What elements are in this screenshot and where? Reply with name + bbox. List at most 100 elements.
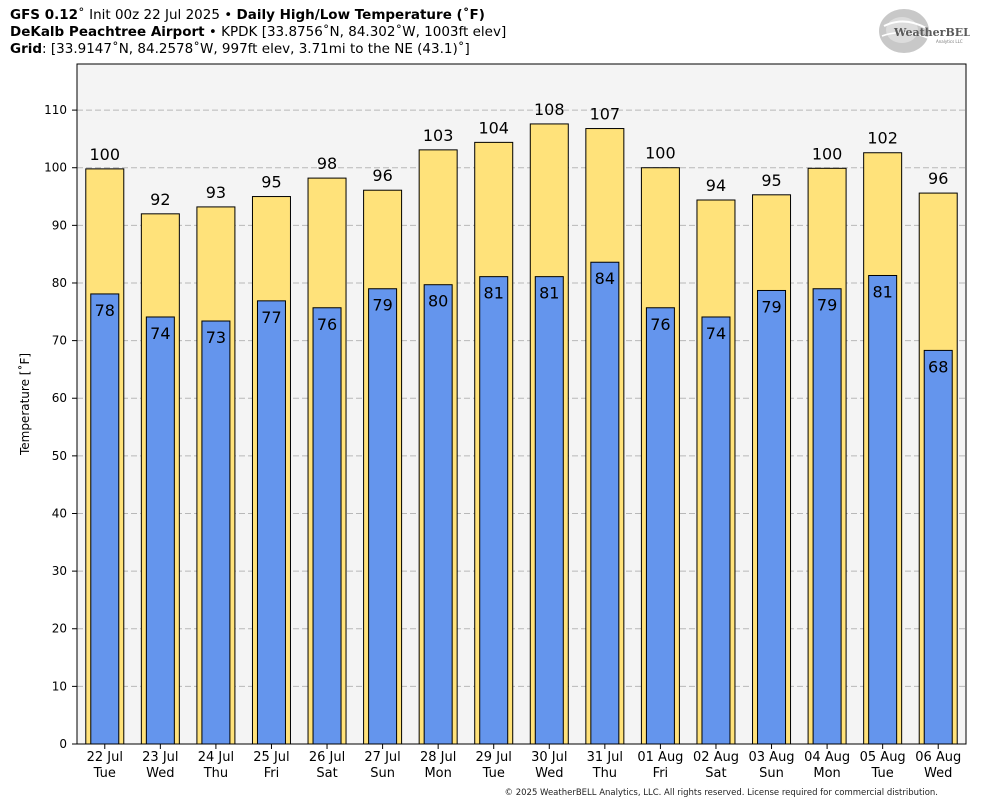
x-tick-day: Fri (653, 766, 669, 781)
header-line-2: DeKalb Peachtree Airport • KPDK [33.8756… (10, 23, 506, 41)
x-tick-date: 25 Jul (253, 750, 289, 765)
x-tick-day: Tue (871, 766, 894, 781)
grid-label: Grid (10, 41, 43, 57)
y-tick-label: 70 (52, 334, 67, 348)
x-tick-day: Sun (370, 766, 395, 781)
low-bar (923, 349, 953, 745)
x-tick-date: 05 Aug (860, 750, 906, 765)
grid-info: : [33.9147˚N, 84.2578˚W, 997ft elev, 3.7… (42, 41, 470, 57)
low-bar (201, 320, 231, 745)
high-value-label: 108 (534, 100, 565, 119)
header-line-3: Grid: [33.9147˚N, 84.2578˚W, 997ft elev,… (10, 40, 470, 58)
low-value-label: 79 (761, 297, 781, 316)
x-tick-date: 29 Jul (476, 750, 512, 765)
x-tick-date: 30 Jul (531, 750, 567, 765)
low-bar (368, 288, 398, 745)
x-tick-day: Tue (93, 766, 116, 781)
high-value-label: 100 (90, 145, 121, 164)
low-value-label: 80 (428, 292, 448, 311)
low-value-label: 76 (317, 315, 337, 334)
bullet-separator: • (208, 24, 217, 40)
y-tick-label: 20 (52, 622, 67, 636)
high-value-label: 104 (478, 118, 509, 137)
init-time: Init 00z 22 Jul 2025 (89, 7, 220, 23)
x-tick-day: Wed (535, 766, 563, 781)
x-tick-day: Thu (203, 766, 228, 781)
x-tick-date: 27 Jul (364, 750, 400, 765)
y-tick-label: 110 (44, 103, 67, 117)
low-bar (256, 300, 286, 745)
high-value-label: 96 (372, 166, 392, 185)
y-tick-label: 60 (52, 391, 67, 405)
x-tick-day: Sat (705, 766, 726, 781)
x-tick-day: Tue (482, 766, 505, 781)
high-value-label: 95 (261, 173, 281, 192)
plot-frame (76, 63, 967, 745)
low-bar (645, 307, 675, 745)
high-value-label: 96 (928, 169, 948, 188)
low-bar (757, 289, 787, 745)
degree-mark: ˚ (78, 7, 85, 23)
high-value-label: 94 (706, 176, 726, 195)
x-tick-day: Wed (924, 766, 952, 781)
x-tick-day: Wed (146, 766, 174, 781)
x-tick-date: 02 Aug (693, 750, 739, 765)
x-tick-date: 24 Jul (198, 750, 234, 765)
low-value-label: 84 (595, 269, 615, 288)
x-tick-date: 28 Jul (420, 750, 456, 765)
y-tick-label: 0 (59, 737, 67, 751)
low-value-label: 79 (817, 296, 837, 315)
high-value-label: 93 (206, 183, 226, 202)
copyright-footer: © 2025 WeatherBELL Analytics, LLC. All r… (504, 788, 938, 798)
low-bar (868, 274, 898, 745)
x-tick-date: 26 Jul (309, 750, 345, 765)
high-value-label: 100 (645, 144, 676, 163)
y-tick-label: 80 (52, 276, 67, 290)
low-value-label: 81 (484, 284, 504, 303)
x-tick-date: 04 Aug (804, 750, 850, 765)
low-bar (812, 288, 842, 745)
station-name: DeKalb Peachtree Airport (10, 24, 205, 40)
low-value-label: 74 (706, 324, 726, 343)
x-tick-date: 23 Jul (142, 750, 178, 765)
x-tick-date: 01 Aug (637, 750, 683, 765)
product-title: Daily High/Low Temperature (˚F) (236, 7, 485, 23)
low-value-label: 74 (150, 324, 170, 343)
low-bar (701, 316, 731, 745)
x-tick-day: Sun (759, 766, 784, 781)
low-value-label: 81 (872, 282, 892, 301)
svg-text:Analytics LLC: Analytics LLC (936, 39, 963, 44)
y-tick-label: 90 (52, 218, 67, 232)
x-tick-day: Fri (264, 766, 280, 781)
station-info: KPDK [33.8756˚N, 84.302˚W, 1003ft elev] (221, 24, 507, 40)
y-tick-label: 50 (52, 449, 67, 463)
low-value-label: 81 (539, 284, 559, 303)
x-tick-date: 22 Jul (87, 750, 123, 765)
y-tick-label: 40 (52, 506, 67, 520)
low-value-label: 79 (372, 296, 392, 315)
x-tick-date: 31 Jul (587, 750, 623, 765)
header-line-1: GFS 0.12˚ Init 00z 22 Jul 2025 • Daily H… (10, 6, 485, 24)
x-tick-day: Mon (813, 766, 840, 781)
weatherbell-logo: WeatherBELL Analytics LLC (879, 9, 970, 53)
y-tick-label: 10 (52, 679, 67, 693)
x-tick-day: Sat (316, 766, 337, 781)
high-value-label: 103 (423, 126, 454, 145)
bullet-separator: • (224, 7, 233, 23)
x-tick-day: Thu (592, 766, 617, 781)
x-tick-date: 06 Aug (915, 750, 961, 765)
low-bar (90, 293, 120, 745)
low-value-label: 68 (928, 357, 948, 376)
high-value-label: 107 (590, 105, 621, 124)
low-value-label: 77 (261, 308, 281, 327)
y-axis-label: Temperature [˚F] (18, 352, 32, 456)
svg-text:WeatherBELL: WeatherBELL (893, 26, 970, 39)
low-bar (590, 261, 620, 745)
y-tick-label: 100 (44, 161, 67, 175)
high-value-label: 95 (761, 171, 781, 190)
y-tick-label: 30 (52, 564, 67, 578)
high-value-label: 98 (317, 154, 337, 173)
x-tick-day: Mon (424, 766, 451, 781)
high-value-label: 92 (150, 190, 170, 209)
